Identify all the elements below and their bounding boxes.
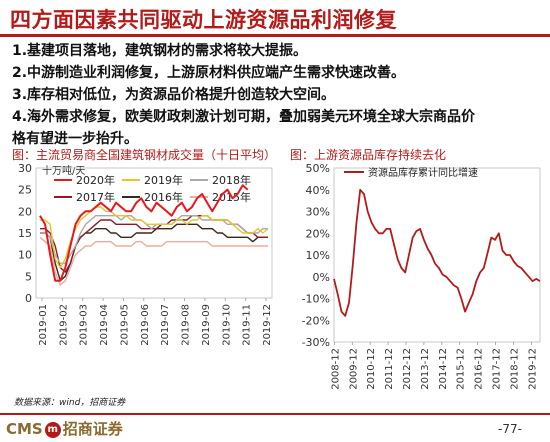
- chart-steel-volume: 0 5 10 15 20 25 30 2019-01 2019-02 2019-03 2019-04…: [18, 162, 273, 346]
- chart-1-y-tick-5: 25: [18, 184, 32, 197]
- title-underline: [0, 34, 550, 37]
- chart-1-y-tick-2: 10: [18, 249, 32, 262]
- chart-2-x-tick-10: 2018-12: [509, 348, 520, 390]
- chart-1-legend-label-4: 2016年: [144, 190, 183, 204]
- chart-1-x-tick-10: 2019-11: [242, 304, 253, 346]
- chart-1-frame: [35, 167, 273, 299]
- chart-2-x-tick-7: 2015-12: [456, 348, 467, 390]
- chart-1-title: 图：主流贸易商全国建筑钢材成交量（十日平均）: [12, 148, 277, 162]
- chart-2-x-tick-8: 2016-12: [474, 348, 485, 390]
- chart-1-x-tick-4: 2019-05: [119, 304, 130, 346]
- chart-2-x-tick-3: 2011-12: [384, 348, 395, 390]
- chart-1-y-tick-0: 0: [25, 292, 32, 305]
- chart-1-x-tick-8: 2019-09: [201, 304, 212, 346]
- point-4: 4.海外需求修复，欧美财政刺激计划可期，叠加弱美元环境全球大宗商品价: [12, 109, 476, 125]
- chart-1-x-tick-11: 2019-12: [262, 304, 273, 346]
- logo-mark-icon: m: [44, 421, 61, 438]
- chart-1-x-tick-5: 2019-06: [140, 304, 151, 346]
- chart-2-x-tick-2: 2010-12: [366, 348, 377, 390]
- chart-2-x-tick-9: 2017-12: [492, 348, 503, 390]
- chart-2-y-tick-6: 30%: [306, 206, 330, 219]
- chart-2-y-tick-7: 40%: [306, 184, 330, 197]
- chart-1-series-2015年: [39, 236, 268, 286]
- chart-1-x-tick-0: 2019-01: [38, 304, 49, 346]
- cms-logo: CMS m 招商证券: [6, 418, 123, 439]
- footer-line: [0, 413, 550, 415]
- chart-2-frame: [333, 167, 541, 343]
- chart-1-y-tick-3: 15: [18, 227, 32, 240]
- chart-2-y-tick-4: 10%: [306, 249, 330, 262]
- chart-2-x-tick-0: 2008-12: [330, 348, 341, 390]
- chart-2-y-tick-8: 50%: [306, 162, 330, 175]
- chart-1-y-tick-4: 20: [18, 205, 32, 218]
- chart-1-series-2020年: [39, 184, 249, 282]
- chart-2-x-tick-4: 2012-12: [402, 348, 413, 390]
- chart-1-legend-label-0: 2020年: [76, 173, 115, 187]
- chart-2-title: 图：上游资源品库存持续去化: [290, 148, 447, 162]
- chart-1-unit: 十万吨/天: [42, 166, 86, 177]
- logo-latin: CMS: [6, 420, 43, 438]
- chart-1-x-tick-2: 2019-03: [79, 304, 90, 346]
- chart-2-y-tick-3: 0%: [313, 271, 330, 284]
- chart-2-x-tick-6: 2014-12: [438, 348, 449, 390]
- chart-2-x-tick-11: 2019-12: [527, 348, 538, 390]
- chart-1-x-tick-9: 2019-10: [221, 304, 232, 346]
- title-bar: 四方面因素共同驱动上游资源品利润修复: [0, 0, 550, 34]
- chart-1-series-2018年: [40, 215, 268, 265]
- page-number: -77-: [498, 422, 522, 436]
- chart-1-y-tick-1: 5: [25, 270, 32, 283]
- chart-1-x-tick-7: 2019-08: [181, 304, 192, 346]
- chart-2-x-tick-1: 2009-12: [348, 348, 359, 390]
- chart-2-y-tick-0: -30%: [302, 336, 330, 349]
- key-points: 1.基建项目落地，建筑钢材的需求将较大提振。 2.中游制造业利润修复，上游原材料…: [12, 40, 542, 150]
- chart-1-legend-label-3: 2017年: [76, 190, 115, 204]
- chart-1-x-tick-1: 2019-02: [58, 304, 69, 346]
- chart-2-y-tick-1: -20%: [302, 314, 330, 327]
- chart-2-y-tick-2: -10%: [302, 293, 330, 306]
- point-3: 3.库存相对低位，为资源品价格提升创造较大空间。: [12, 87, 336, 103]
- page-title: 四方面因素共同驱动上游资源品利润修复: [10, 8, 397, 32]
- chart-1-x-tick-3: 2019-04: [99, 304, 110, 346]
- chart-2-legend-label: 资源品库存累计同比增速: [368, 166, 478, 179]
- chart-inventory: -30% -20% -10% 0% 10% 20% 30% 40% 50% 2008-12 2009…: [302, 162, 541, 390]
- data-source: 数据来源：wind，招商证券: [14, 398, 126, 408]
- chart-2-y-tick-5: 20%: [306, 227, 330, 240]
- chart-2-series-line: [333, 188, 541, 317]
- logo-chinese: 招商证券: [62, 420, 123, 438]
- point-1: 1.基建项目落地，建筑钢材的需求将较大提振。: [12, 43, 308, 59]
- chart-2-x-tick-5: 2013-12: [420, 348, 431, 390]
- chart-1-legend-label-2: 2018年: [212, 173, 251, 187]
- point-4-cont: 格有望进一步抬升。: [12, 131, 138, 147]
- chart-1-series-2019年: [40, 206, 269, 269]
- chart-1-x-tick-6: 2019-07: [160, 304, 171, 346]
- chart-1-legend-label-1: 2019年: [144, 173, 183, 187]
- chart-1-y-tick-6: 30: [18, 162, 32, 175]
- point-2: 2.中游制造业利润修复，上游原材料供应端产生需求快速改善。: [12, 65, 406, 81]
